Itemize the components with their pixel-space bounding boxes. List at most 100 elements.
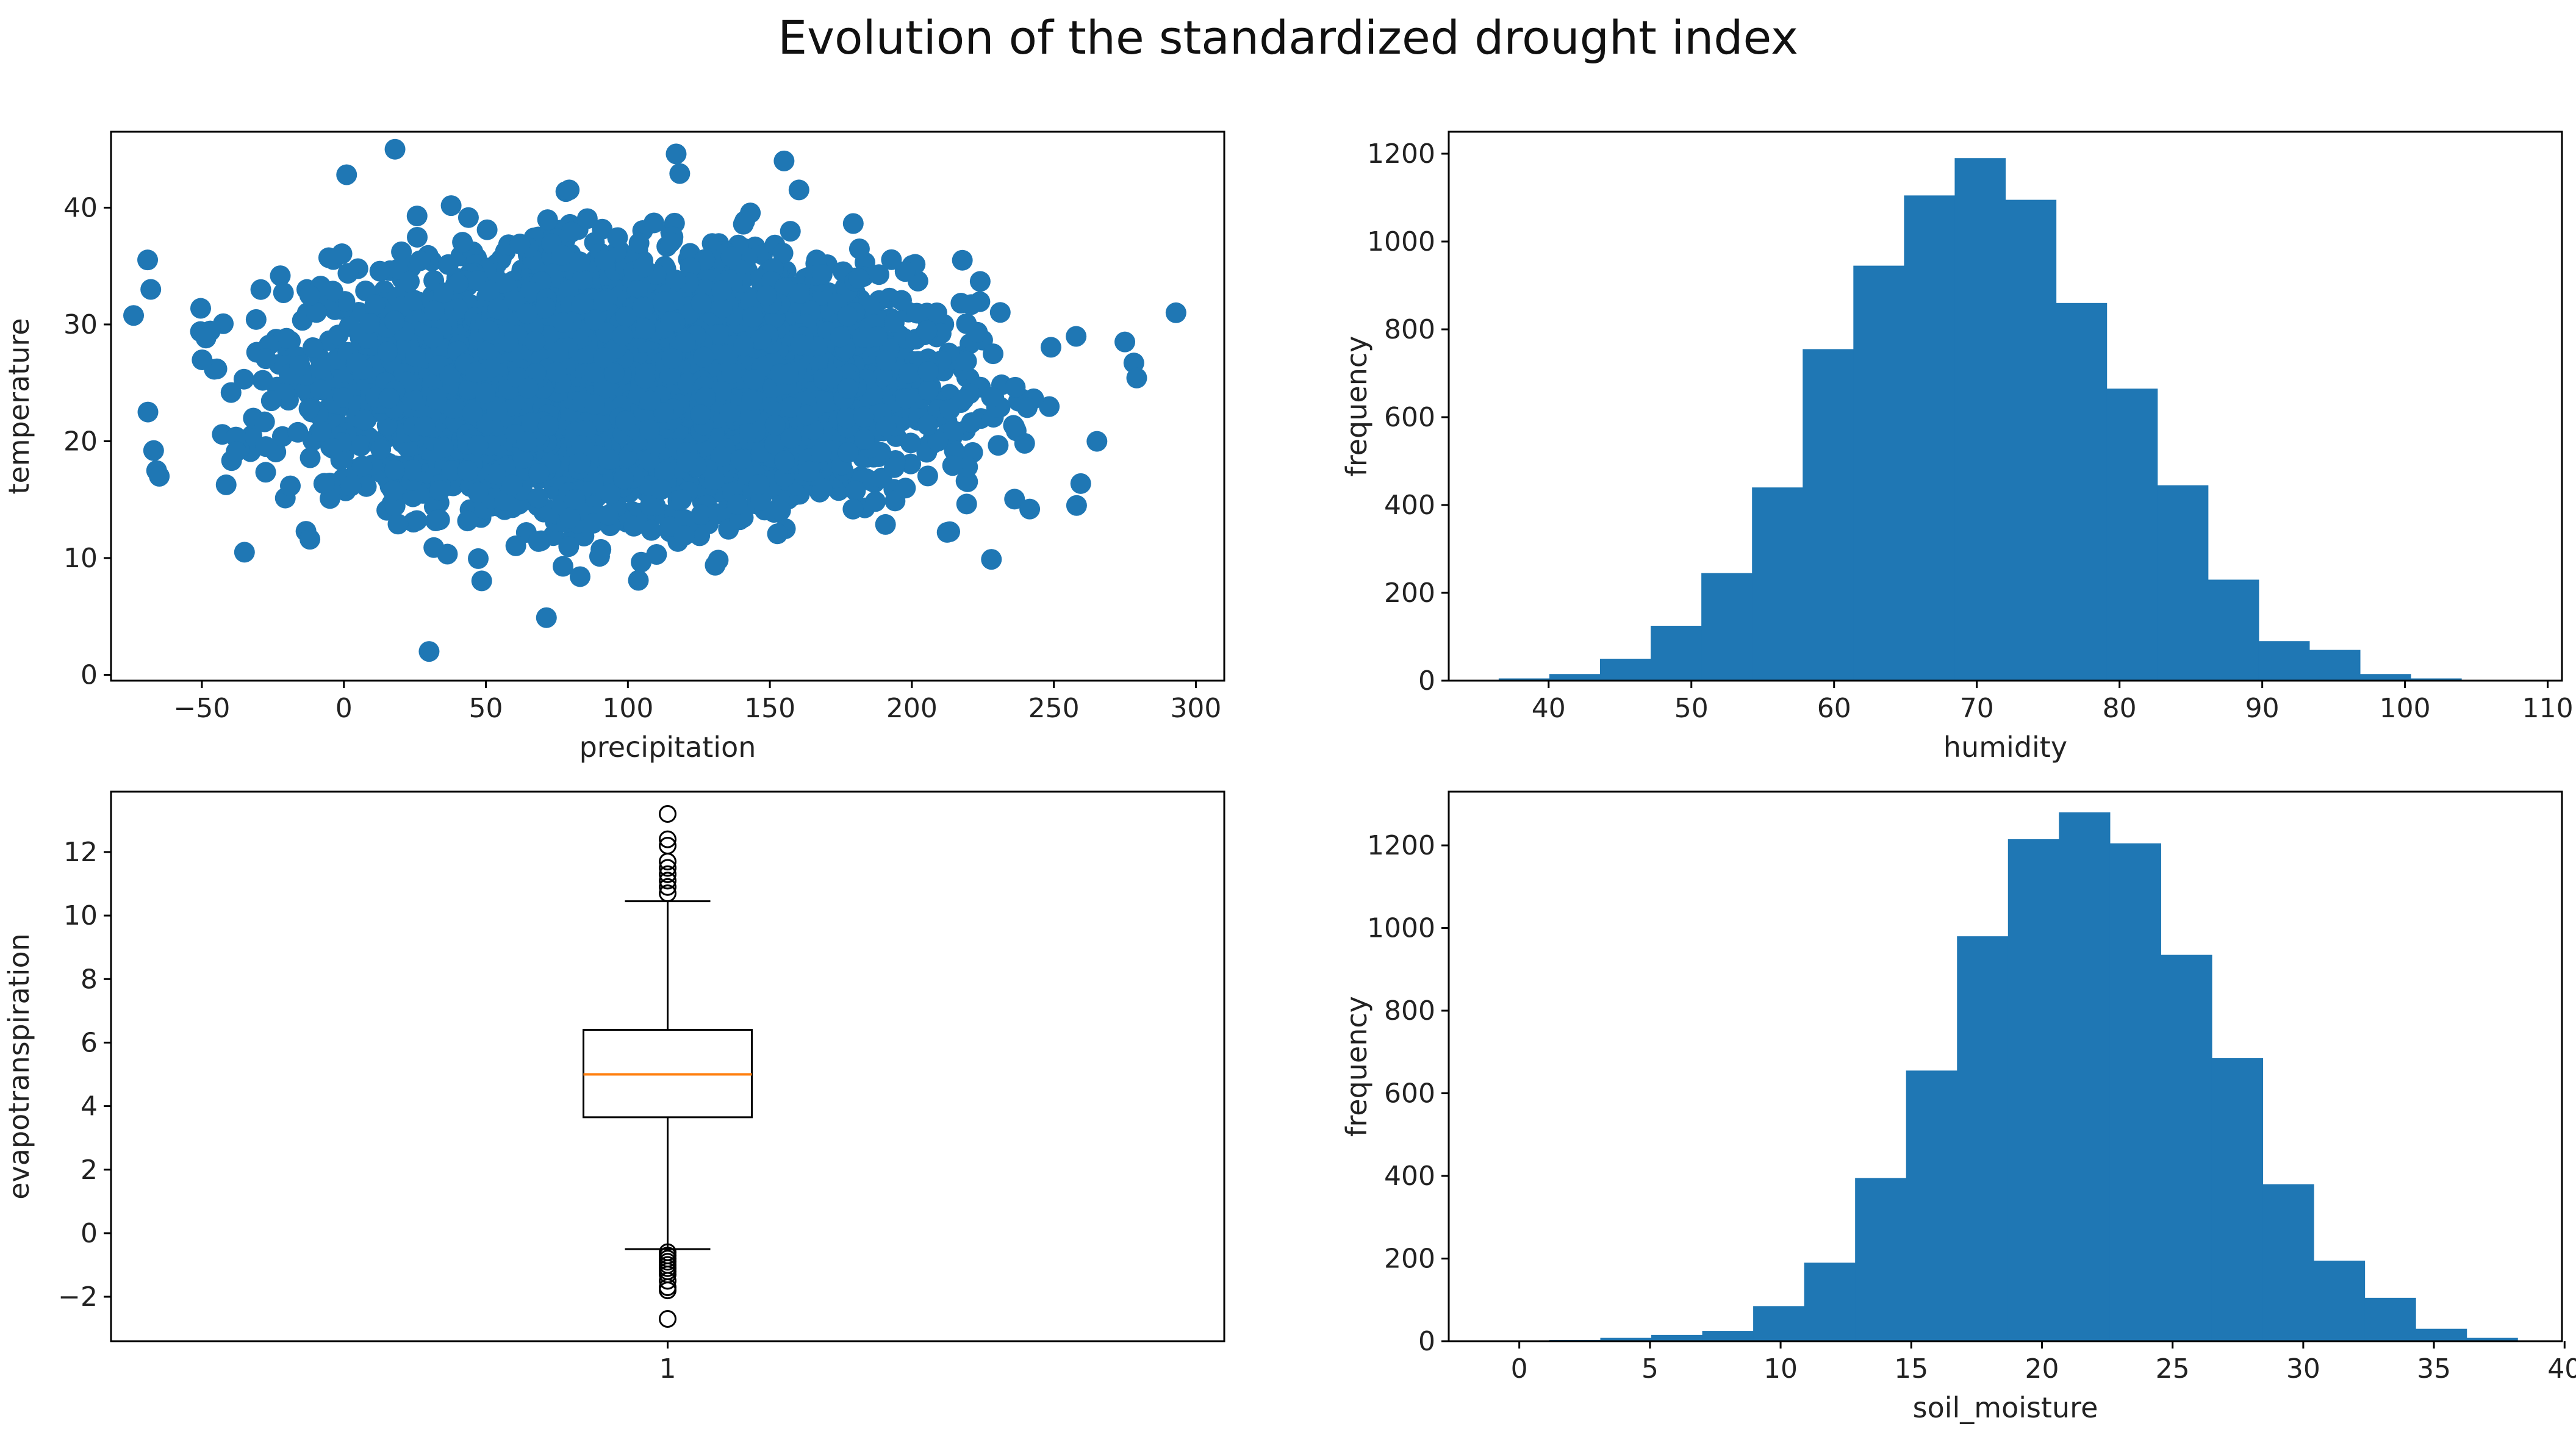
scatter-point bbox=[607, 227, 628, 248]
scatter-point bbox=[1016, 397, 1038, 418]
scatter-point bbox=[260, 390, 282, 412]
scatter-point bbox=[646, 544, 667, 565]
scatter-point bbox=[943, 420, 964, 442]
scatter-point bbox=[1004, 416, 1025, 437]
scatter-point bbox=[845, 480, 866, 501]
scatter-point bbox=[245, 309, 267, 330]
scatter-point bbox=[789, 282, 810, 304]
scatter-point bbox=[332, 387, 354, 408]
scatter-point bbox=[346, 353, 367, 374]
scatter-point bbox=[615, 410, 636, 432]
scatter-point bbox=[900, 432, 921, 454]
scatter-point bbox=[521, 412, 542, 433]
scatter-point bbox=[553, 312, 574, 333]
scatter-point bbox=[613, 468, 634, 489]
scatter-point bbox=[215, 474, 237, 495]
scatter-point bbox=[654, 461, 675, 482]
scatter-point bbox=[306, 302, 327, 323]
scatter-point bbox=[939, 521, 961, 542]
scatter-point bbox=[628, 570, 649, 591]
scatter-point bbox=[273, 282, 294, 303]
scatter-point bbox=[351, 456, 373, 477]
scatter-point bbox=[377, 341, 398, 362]
scatter-point bbox=[220, 382, 242, 403]
scatter-point bbox=[865, 491, 886, 512]
scatter-point bbox=[669, 163, 691, 184]
scatter-point bbox=[584, 362, 605, 384]
scatter-point bbox=[423, 300, 445, 321]
scatter-point bbox=[770, 500, 791, 521]
scatter-point bbox=[651, 479, 672, 500]
scatter-point bbox=[644, 212, 665, 234]
scatter-point bbox=[708, 324, 729, 345]
scatter-point bbox=[720, 246, 742, 268]
scatter-point bbox=[957, 471, 978, 492]
scatter-point bbox=[528, 463, 550, 484]
scatter-point bbox=[680, 257, 701, 278]
scatter-point bbox=[592, 410, 614, 432]
scatter-point bbox=[391, 241, 412, 262]
scatter-point bbox=[462, 402, 483, 423]
scatter-point bbox=[631, 551, 652, 573]
scatter-point bbox=[673, 525, 695, 546]
scatter-point bbox=[512, 448, 534, 469]
scatter-point bbox=[872, 366, 893, 387]
scatter-point bbox=[565, 489, 586, 510]
scatter-point bbox=[337, 263, 359, 284]
scatter-point bbox=[592, 218, 613, 240]
scatter-point bbox=[691, 504, 712, 526]
scatter-point bbox=[336, 164, 357, 185]
scatter-point bbox=[927, 431, 949, 452]
scatter-point bbox=[780, 221, 801, 242]
scatter-point bbox=[615, 306, 636, 328]
scatter-point bbox=[354, 409, 375, 431]
scatter-point bbox=[501, 475, 523, 496]
scatter-point bbox=[255, 436, 276, 457]
scatter-point bbox=[612, 325, 633, 346]
scatter-point bbox=[289, 355, 310, 376]
scatter-point bbox=[356, 476, 377, 497]
scatter-point bbox=[653, 291, 674, 312]
scatter-point bbox=[734, 210, 755, 232]
scatter-point bbox=[744, 369, 765, 390]
scatter-point bbox=[405, 346, 426, 367]
scatter-point bbox=[639, 495, 661, 516]
scatter-point bbox=[822, 366, 843, 387]
scatter-point bbox=[639, 419, 661, 440]
scatter-point bbox=[471, 570, 492, 592]
scatter-point bbox=[270, 265, 291, 287]
scatter-point bbox=[364, 294, 386, 315]
scatter-point bbox=[437, 543, 458, 565]
scatter-point bbox=[241, 424, 262, 446]
scatter-point bbox=[1126, 367, 1147, 389]
scatter-point bbox=[867, 326, 888, 347]
scatter-point bbox=[623, 515, 645, 537]
scatter-point bbox=[302, 337, 323, 358]
scatter-point bbox=[404, 290, 425, 311]
scatter-point bbox=[811, 264, 833, 285]
scatter-point bbox=[717, 344, 738, 365]
scatter-point bbox=[384, 310, 405, 332]
scatter-point bbox=[382, 480, 403, 501]
scatter-point bbox=[192, 349, 213, 370]
scatter-point bbox=[1070, 473, 1091, 494]
scatter-point bbox=[842, 498, 864, 520]
scatter-point bbox=[84, 364, 104, 384]
scatter-point bbox=[314, 473, 335, 494]
scatter-point bbox=[942, 455, 963, 476]
scatter-point bbox=[536, 607, 557, 628]
scatter-point bbox=[956, 493, 977, 515]
scatter-point bbox=[1086, 431, 1108, 452]
scatter-point bbox=[298, 398, 320, 420]
scatter-point bbox=[830, 326, 851, 348]
scatter-point bbox=[318, 247, 339, 268]
scatter-point bbox=[634, 318, 656, 340]
scatter-point bbox=[730, 450, 752, 471]
scatter-point bbox=[710, 446, 731, 467]
scatter-point bbox=[660, 311, 681, 332]
scatter-point bbox=[475, 382, 496, 404]
scatter-point bbox=[598, 448, 620, 470]
scatter-point bbox=[505, 535, 526, 556]
scatter-point bbox=[593, 347, 614, 368]
scatter-point bbox=[983, 343, 1004, 365]
